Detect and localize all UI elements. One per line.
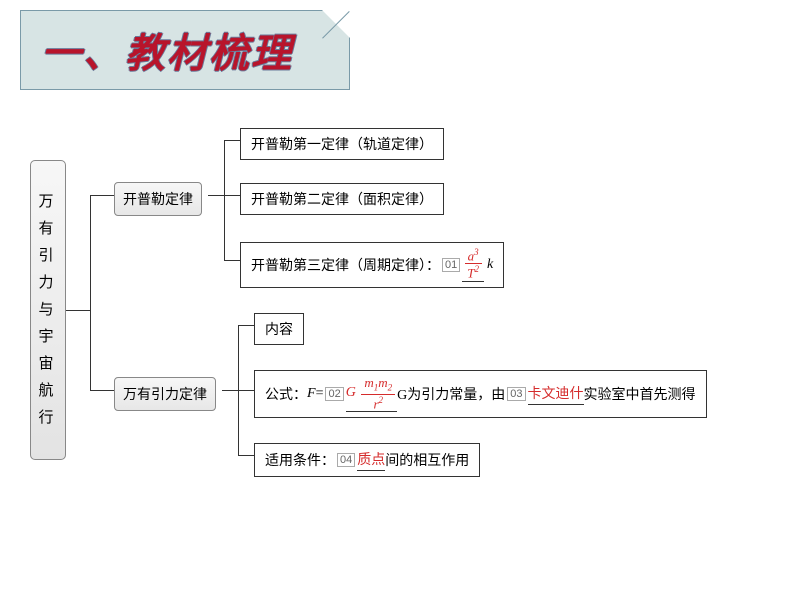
formula-eq: =	[316, 386, 324, 402]
leaf-label-prefix: 开普勒第三定律（周期定律）：	[251, 255, 440, 275]
connector	[224, 260, 240, 261]
leaf-label-suffix: 实验室中首先测得	[584, 384, 696, 404]
formula-underline: G m1m2 r2	[346, 376, 397, 412]
leaf-label-prefix: 适用条件：	[265, 450, 335, 470]
blank-number: 03	[507, 387, 525, 401]
frac-den-exp: 2	[474, 264, 479, 274]
connector	[238, 325, 254, 326]
leaf-label-red: 质点	[357, 449, 385, 471]
blank-number: 01	[442, 258, 460, 272]
formula-F: F	[307, 386, 316, 402]
connector	[90, 195, 91, 390]
leaf-label: 开普勒第二定律（面积定律）	[251, 189, 433, 209]
connector	[66, 310, 90, 311]
leaf-label-suffix: 间的相互作用	[385, 450, 469, 470]
connector	[224, 140, 225, 260]
formula-G: G	[346, 385, 356, 400]
connector	[238, 390, 254, 391]
leaf-label-red: 卡文迪什	[528, 383, 584, 405]
blank-number: 02	[325, 387, 343, 401]
frac-exp: 2	[379, 395, 384, 405]
connector	[90, 390, 114, 391]
leaf-kepler-1: 开普勒第一定律（轨道定律）	[240, 128, 444, 160]
root-label: 万有引力与宇宙航行	[38, 189, 57, 432]
section-title: 一、教材梳理	[41, 21, 293, 79]
frac-var: m	[378, 375, 387, 390]
leaf-kepler-3: 开普勒第三定律（周期定律）： 01 a3 T2 k	[240, 242, 504, 288]
connector	[224, 140, 240, 141]
fraction: a3 T2	[464, 248, 482, 280]
connector	[90, 195, 114, 196]
frac-var: m	[364, 375, 373, 390]
leaf-label: 内容	[265, 319, 293, 339]
leaf-kepler-2: 开普勒第二定律（面积定律）	[240, 183, 444, 215]
concept-diagram: 万有引力与宇宙航行 开普勒定律 万有引力定律 开普勒第一定律（轨道定律） 开普勒…	[30, 120, 770, 480]
mid-node-kepler: 开普勒定律	[114, 182, 202, 216]
leaf-label-mid: G为引力常量，由	[397, 384, 505, 404]
connector	[224, 195, 240, 196]
connector	[238, 455, 254, 456]
leaf-label-suffix: k	[487, 257, 493, 273]
leaf-gravity-formula: 公式： F = 02 G m1m2 r2 G为引力常量，由 03 卡文迪什 实验…	[254, 370, 707, 418]
fraction: m1m2 r2	[361, 376, 395, 410]
section-title-box: 一、教材梳理	[20, 10, 350, 90]
leaf-gravity-content: 内容	[254, 313, 304, 345]
formula-underline: a3 T2	[462, 248, 484, 282]
connector	[208, 195, 224, 196]
frac-num-exp: 3	[474, 247, 479, 257]
leaf-label: 开普勒第一定律（轨道定律）	[251, 134, 433, 154]
connector	[222, 390, 238, 391]
blank-number: 04	[337, 453, 355, 467]
mid-node-gravity: 万有引力定律	[114, 377, 216, 411]
mid-label: 万有引力定律	[123, 384, 207, 404]
frac-sub: 2	[388, 383, 393, 393]
mid-label: 开普勒定律	[123, 189, 193, 209]
leaf-label-prefix: 公式：	[265, 384, 307, 404]
root-node: 万有引力与宇宙航行	[30, 160, 66, 460]
leaf-gravity-condition: 适用条件： 04 质点 间的相互作用	[254, 443, 480, 477]
